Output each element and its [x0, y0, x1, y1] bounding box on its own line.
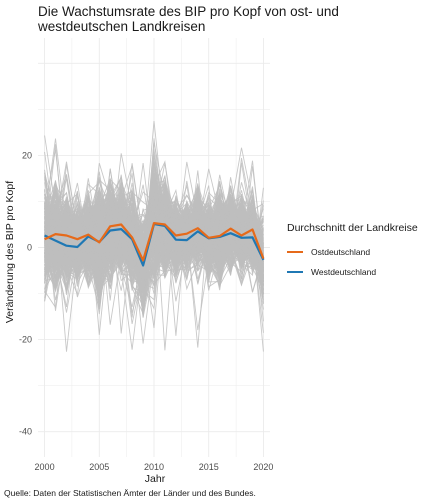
y-tick-labels: -40 -20 0 20 — [19, 150, 32, 436]
x-axis-title: Jahr — [145, 473, 166, 485]
x-tick-label: 2005 — [89, 462, 109, 472]
legend-item-ost: Ostdeutschland — [287, 242, 432, 262]
series-lines — [44, 222, 265, 267]
county-line — [44, 188, 264, 268]
legend-label-ost: Ostdeutschland — [311, 247, 371, 257]
source-caption: Quelle: Daten der Statistischen Ämter de… — [4, 488, 256, 498]
y-tick-label: 0 — [27, 243, 32, 253]
series-line-ostdeutschland — [44, 222, 265, 262]
chart-title: Die Wachstumsrate des BIP pro Kopf von o… — [38, 4, 339, 34]
legend-item-west: Westdeutschland — [287, 262, 432, 282]
x-tick-label: 2000 — [35, 462, 55, 472]
y-tick-label: 20 — [22, 150, 32, 160]
legend-key-ost — [287, 251, 303, 253]
legend: Durchschnitt der Landkreise Ostdeutschla… — [287, 222, 432, 282]
county-line — [44, 207, 264, 285]
x-tick-label: 2020 — [253, 462, 273, 472]
legend-label-west: Westdeutschland — [311, 267, 377, 277]
legend-title: Durchschnitt der Landkreise — [287, 222, 418, 234]
county-lines — [44, 120, 264, 352]
x-tick-labels: 2000 2005 2010 2015 2020 — [35, 462, 274, 472]
county-line — [44, 194, 264, 293]
legend-key-west — [287, 271, 303, 273]
county-line — [44, 178, 264, 281]
y-axis-title: Veränderung des BIP pro Kopf — [4, 181, 16, 323]
county-line — [44, 190, 264, 293]
y-tick-label: -20 — [19, 335, 32, 345]
x-tick-label: 2015 — [199, 462, 219, 472]
county-line — [44, 213, 264, 288]
county-line — [44, 190, 264, 306]
y-tick-label: -40 — [19, 427, 32, 437]
x-tick-label: 2010 — [144, 462, 164, 472]
